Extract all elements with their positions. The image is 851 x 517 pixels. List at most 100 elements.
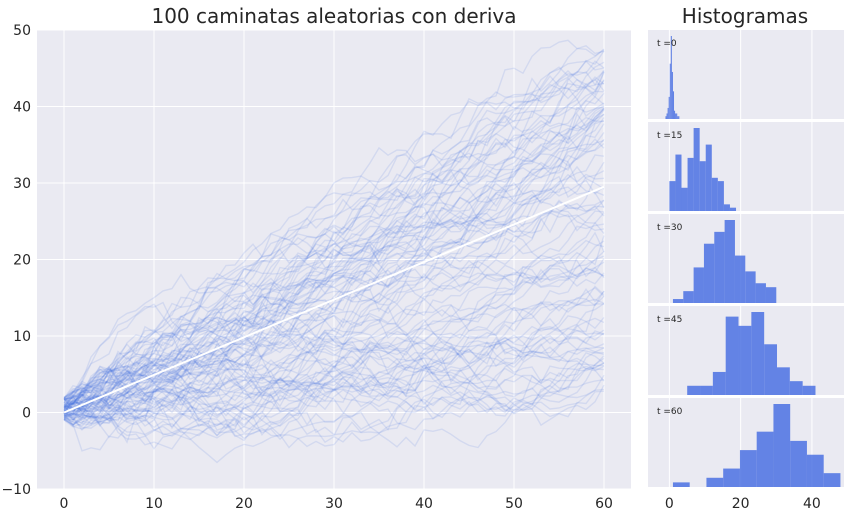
histogram-plot-area <box>648 30 844 119</box>
histogram-panels: t =0 t =15 t =30 t =45 t =60 <box>648 30 844 487</box>
histogram-bar <box>739 450 757 487</box>
walk-line <box>63 337 605 448</box>
walk-line <box>63 113 605 407</box>
walk-line <box>63 239 605 438</box>
histogram-bar <box>705 144 712 211</box>
histogram-bar <box>669 63 671 119</box>
histogram-bar <box>773 404 791 487</box>
walk-line <box>63 71 605 409</box>
walk-line <box>63 200 605 399</box>
histogram-bar <box>717 181 724 211</box>
histogram-bar <box>723 468 740 487</box>
walk-line <box>63 108 605 417</box>
histogram-panel-label: t =45 <box>657 315 682 325</box>
histogram-bar <box>823 473 841 487</box>
walk-line <box>63 143 605 411</box>
walk-line <box>63 60 605 401</box>
histogram-bar <box>676 113 678 119</box>
walk-line <box>63 140 605 406</box>
walks-title: 100 caminatas aleatorias con deriva <box>151 4 516 28</box>
histogram-bar <box>674 110 676 119</box>
walk-line <box>63 50 605 416</box>
walk-line <box>63 285 605 407</box>
mean-line <box>63 185 605 414</box>
walk-line <box>63 240 605 416</box>
walks-y-tick-label: 10 <box>13 329 31 345</box>
walks-mean <box>63 185 605 414</box>
histogram-panel: t =0 <box>648 30 844 119</box>
walk-line <box>63 90 605 415</box>
walk-line <box>63 123 605 421</box>
histogram-x-tick-label: 0 <box>665 496 674 512</box>
histogram-x-tick-label: 40 <box>803 496 821 512</box>
walk-line <box>63 334 605 427</box>
histogram-x-ticks: 0 20 40 <box>665 496 821 512</box>
walk-line <box>63 347 605 436</box>
walk-line <box>63 362 605 449</box>
walk-line <box>63 295 605 421</box>
walk-line <box>63 138 605 408</box>
walk-line <box>63 259 605 413</box>
walk-line <box>63 346 605 440</box>
walk-line <box>63 157 605 421</box>
histogram-bar <box>700 385 713 395</box>
walk-line <box>63 107 605 428</box>
walks-lines <box>63 39 605 464</box>
walk-line <box>63 317 605 413</box>
histogram-bar <box>802 385 816 395</box>
walk-line <box>63 317 605 417</box>
histogram-bar <box>724 220 735 303</box>
histogram-panel-label: t =60 <box>657 407 683 417</box>
histogram-bar <box>725 316 739 395</box>
walks-y-tick-label: −10 <box>1 482 31 498</box>
histogram-bar <box>693 128 700 211</box>
histogram-bar <box>678 116 680 119</box>
walk-line <box>63 106 605 405</box>
histogram-panel-label: t =30 <box>657 223 683 233</box>
walk-line <box>63 303 605 440</box>
walk-line <box>63 83 605 415</box>
histogram-bar <box>755 283 766 303</box>
histogram-bar <box>671 71 673 119</box>
histogram-bar <box>703 243 715 303</box>
histogram-bar <box>687 385 701 395</box>
walk-line <box>63 215 605 402</box>
walk-line <box>63 76 605 398</box>
walk-line <box>63 250 605 450</box>
histogram-bar <box>693 267 704 303</box>
walk-line <box>63 334 605 441</box>
walk-line <box>63 365 605 438</box>
histogram-bar <box>672 91 675 119</box>
walk-line <box>63 92 605 399</box>
histograms-title: Histogramas <box>682 4 808 28</box>
walk-line <box>63 223 605 419</box>
walk-line <box>63 235 605 426</box>
walk-line <box>63 39 605 415</box>
histogram-panel: t =45 <box>648 306 844 395</box>
walks-x-tick-label: 10 <box>145 496 163 512</box>
histogram-bar <box>729 207 737 211</box>
walk-line <box>63 154 605 403</box>
histogram-bar <box>667 107 669 119</box>
histogram-bar <box>738 325 752 395</box>
walk-line <box>63 205 605 405</box>
walk-line <box>63 255 605 410</box>
walk-line <box>63 356 605 421</box>
walks-x-tick-label: 40 <box>415 496 433 512</box>
walk-line <box>63 368 605 415</box>
walks-x-tick-label: 30 <box>325 496 343 512</box>
walks-grid <box>37 29 631 490</box>
histogram-bar <box>677 116 679 119</box>
walks-x-tick-label: 20 <box>235 496 253 512</box>
walks-y-tick-label: 30 <box>13 176 31 192</box>
walk-line <box>63 186 605 399</box>
walk-line <box>63 45 605 401</box>
walk-line <box>63 70 605 421</box>
walk-line <box>63 231 605 444</box>
walk-line <box>63 331 605 427</box>
histogram-panel: t =30 <box>648 214 844 303</box>
walk-line <box>63 131 605 420</box>
walk-line <box>63 318 605 410</box>
walk-line <box>63 290 605 418</box>
